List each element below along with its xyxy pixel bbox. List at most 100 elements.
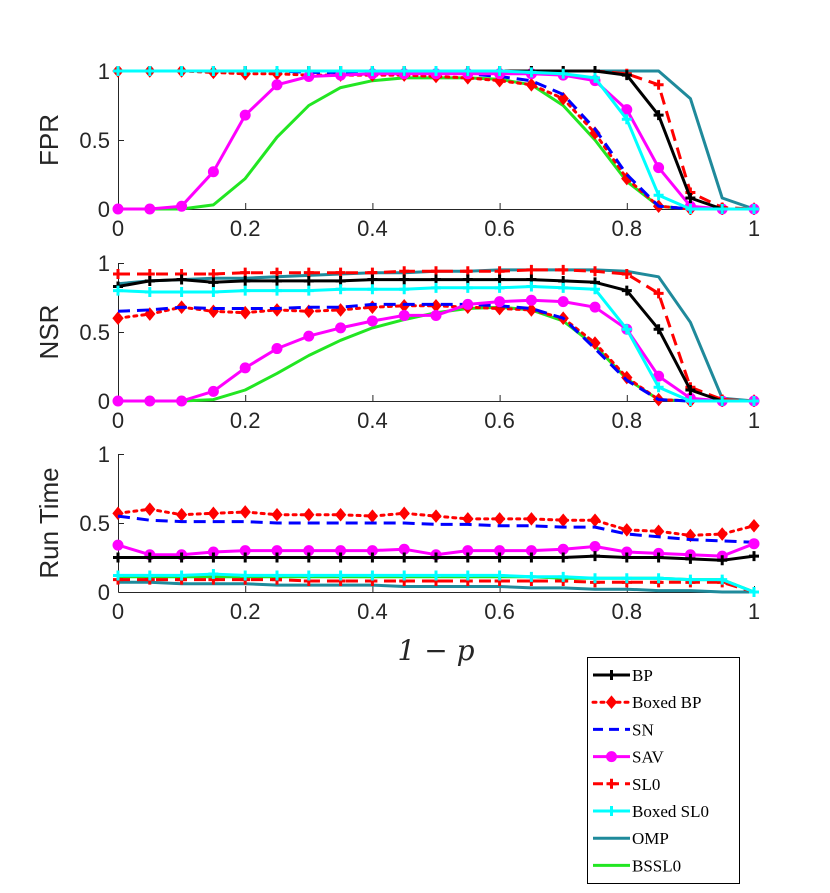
legend-entry: BSSL0 — [593, 856, 681, 875]
fpr-series-omp — [118, 69, 755, 211]
fpr-line-boxed-bp — [116, 69, 756, 211]
runtime-ytick-label: 0 — [98, 580, 110, 605]
legend-marker-boxed-bp — [605, 695, 618, 709]
fpr-point-sav — [112, 203, 124, 215]
fpr-line-sav — [118, 72, 754, 211]
runtime-point-boxed-sl0 — [367, 570, 378, 581]
nsr-point-boxed-sl0 — [335, 284, 346, 295]
legend-label: SAV — [632, 748, 665, 767]
runtime-point-boxed-sl0 — [526, 571, 537, 582]
nsr-point-sav — [303, 330, 315, 342]
runtime-ytick-label: 1 — [98, 442, 110, 467]
nsr-xtick-label: 0 — [112, 408, 124, 433]
legend-label: BP — [632, 666, 653, 685]
fpr-point-boxed-sl0 — [176, 66, 187, 76]
nsr-point-bp — [303, 275, 314, 286]
fpr-line-bssl0 — [118, 76, 754, 211]
runtime-xtick-label: 0.2 — [230, 599, 261, 624]
nsr-point-boxed-sl0 — [526, 281, 537, 292]
panel-nsr: 0 0.2 0.4 0.6 0.8 1 0 0.5 1 NSR — [34, 251, 760, 433]
runtime-point-boxed-bp — [589, 513, 601, 528]
runtime-point-boxed-sl0 — [335, 570, 346, 581]
nsr-point-sav — [144, 395, 156, 407]
nsr-series-sn — [117, 302, 754, 403]
runtime-ytick-marks — [118, 454, 124, 524]
fpr-point-boxed-sl0 — [526, 67, 537, 78]
nsr-ytick-marks — [118, 263, 124, 333]
nsr-point-boxed-sl0 — [113, 285, 123, 296]
nsr-point-boxed-sl0 — [176, 286, 187, 297]
nsr-point-sl0 — [558, 264, 569, 275]
nsr-point-boxed-bp — [589, 336, 601, 350]
panel-fpr: 0 0.2 0.4 0.6 0.8 1 0 0.5 1 FPR — [34, 59, 760, 241]
nsr-point-bp — [685, 384, 696, 395]
nsr-point-boxed-sl0 — [208, 286, 219, 297]
runtime-point-bp — [144, 552, 155, 563]
fpr-point-boxed-sl0 — [208, 66, 219, 76]
nsr-point-sl0 — [621, 269, 632, 280]
nsr-point-bp — [176, 274, 187, 285]
runtime-point-bp — [399, 552, 410, 563]
fpr-point-boxed-sl0 — [462, 66, 473, 76]
fpr-line-boxed-sl0 — [118, 69, 754, 211]
runtime-point-boxed-sl0 — [431, 570, 441, 581]
runtime-point-boxed-sl0 — [558, 571, 569, 582]
runtime-line-omp — [118, 580, 754, 594]
runtime-series-layer — [112, 502, 760, 597]
nsr-point-boxed-sl0 — [685, 396, 696, 406]
runtime-point-boxed-sl0 — [113, 570, 123, 581]
nsr-point-bp — [653, 324, 664, 335]
runtime-point-bp — [494, 552, 505, 563]
nsr-point-sl0 — [526, 264, 537, 275]
nsr-xtick-label: 0.8 — [612, 408, 643, 433]
runtime-point-boxed-sl0 — [176, 570, 187, 581]
nsr-series-sav — [112, 294, 760, 407]
runtime-point-boxed-bp — [271, 507, 283, 522]
legend-marker-sl0 — [606, 778, 617, 789]
nsr-point-boxed-sl0 — [749, 396, 759, 406]
fpr-series-boxed-bp — [112, 66, 760, 215]
runtime-point-boxed-sl0 — [462, 570, 473, 581]
runtime-line-sn — [117, 514, 755, 544]
nsr-point-sl0 — [113, 269, 123, 280]
legend-label: Boxed SL0 — [632, 802, 709, 821]
legend-label: SN — [632, 720, 654, 739]
nsr-point-bp — [144, 275, 155, 286]
legend-entry: Boxed BP — [591, 693, 701, 712]
nsr-point-bp — [240, 275, 251, 286]
runtime-line-sl0 — [118, 578, 755, 594]
fpr-ytick-label: 0.5 — [79, 128, 110, 153]
fpr-line-bp — [118, 69, 754, 211]
nsr-point-sav — [239, 362, 251, 374]
nsr-point-sav — [207, 385, 219, 397]
runtime-point-boxed-bp — [334, 507, 347, 522]
fpr-axes — [118, 71, 755, 210]
runtime-point-bp — [558, 552, 569, 563]
runtime-point-boxed-bp — [430, 509, 442, 523]
fpr-series-sav — [112, 68, 760, 215]
nsr-point-sav — [589, 301, 601, 313]
nsr-point-bp — [399, 274, 410, 285]
nsr-point-sav — [335, 322, 347, 334]
nsr-point-sav — [557, 296, 569, 308]
nsr-point-sav — [430, 309, 442, 321]
runtime-point-bp — [590, 551, 600, 562]
nsr-point-boxed-sl0 — [590, 284, 600, 295]
nsr-xtick-label: 0.6 — [484, 408, 515, 433]
fpr-series-bp — [113, 66, 759, 214]
fpr-point-boxed-sl0 — [399, 66, 410, 76]
nsr-xtick-label: 0.4 — [357, 408, 388, 433]
fpr-point-sav — [653, 162, 665, 174]
nsr-point-boxed-sl0 — [272, 285, 282, 296]
nsr-point-boxed-sl0 — [653, 382, 664, 393]
legend-entries: BP Boxed BP SN SAV SL0 Boxed SL0 OMP BSSL0 — [591, 666, 709, 875]
legend-label: OMP — [632, 829, 669, 848]
fpr-point-boxed-sl0 — [113, 66, 123, 76]
nsr-ytick-label: 0.5 — [79, 320, 110, 345]
nsr-point-sl0 — [590, 266, 600, 277]
nsr-point-boxed-sl0 — [144, 286, 155, 297]
fpr-xtick-label: 0.2 — [230, 216, 261, 241]
runtime-point-boxed-sl0 — [685, 574, 696, 585]
runtime-point-boxed-bp — [175, 507, 188, 522]
fpr-point-boxed-sl0 — [144, 66, 155, 76]
